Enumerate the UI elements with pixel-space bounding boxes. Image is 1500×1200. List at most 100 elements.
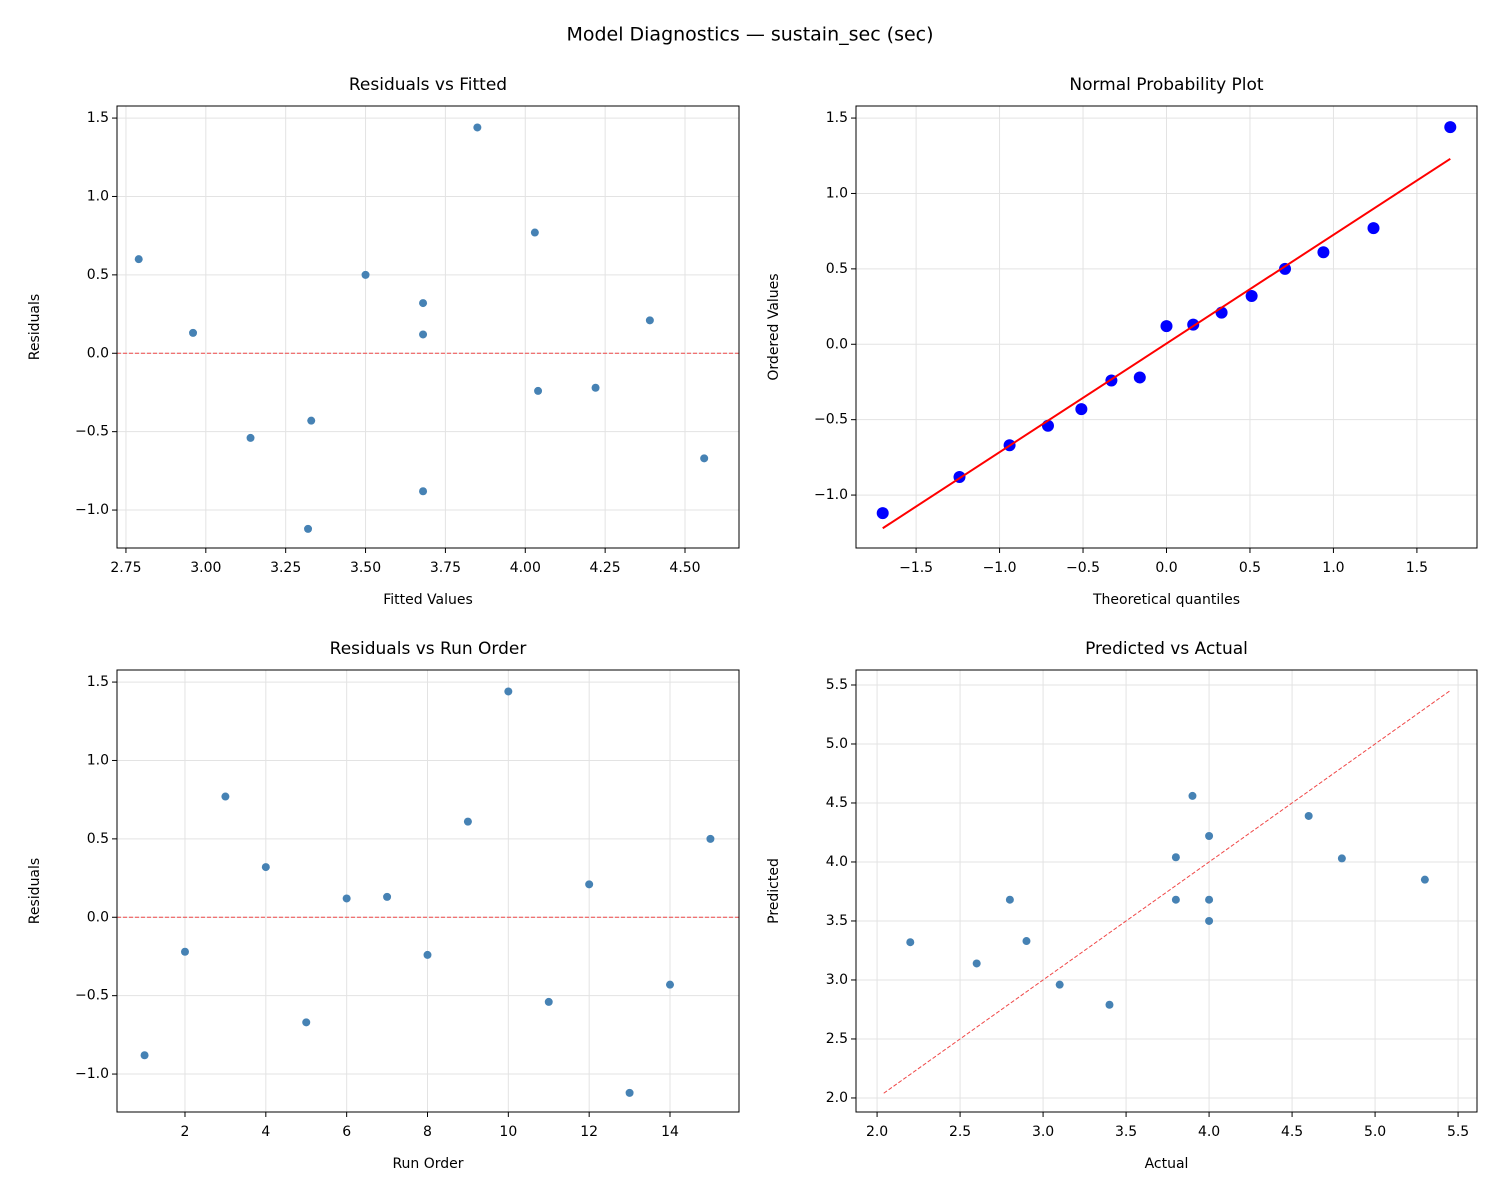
data-point xyxy=(666,980,675,989)
subplot-title: Predicted vs Actual xyxy=(1085,639,1248,659)
data-point xyxy=(383,892,392,901)
y-tick-label: −0.5 xyxy=(75,988,109,1004)
data-point xyxy=(140,1051,149,1060)
x-tick-label: 6 xyxy=(342,1124,351,1140)
y-tick-label: 3.5 xyxy=(826,913,848,929)
y-tick-label: 0.5 xyxy=(87,267,109,283)
data-point xyxy=(246,433,255,442)
x-axis-label: Fitted Values xyxy=(383,592,473,608)
x-axis-label: Actual xyxy=(1145,1156,1189,1172)
x-tick-label: 2.0 xyxy=(866,1124,888,1140)
x-tick-label: 8 xyxy=(423,1124,432,1140)
data-point xyxy=(1205,916,1214,925)
x-tick-label: 3.5 xyxy=(1115,1124,1137,1140)
x-axis-label: Run Order xyxy=(392,1156,463,1172)
x-tick-label: 3.0 xyxy=(1032,1124,1054,1140)
y-axis-label: Residuals xyxy=(27,294,43,360)
data-point xyxy=(1005,895,1014,904)
data-point xyxy=(591,383,600,392)
y-tick-label: 0.0 xyxy=(826,336,848,352)
y-axis-label: Predicted xyxy=(766,858,782,924)
subplot-title: Residuals vs Fitted xyxy=(349,75,507,95)
x-tick-label: −1.0 xyxy=(983,560,1017,576)
x-tick-label: 4.0 xyxy=(1198,1124,1220,1140)
data-point xyxy=(361,270,370,279)
subplot: Residuals vs Fitted Fitted Values Residual… xyxy=(27,75,740,608)
y-tick-label: 1.0 xyxy=(826,185,848,201)
x-tick-label: −0.5 xyxy=(1066,560,1100,576)
axes-frame xyxy=(855,105,1478,549)
data-point xyxy=(544,997,553,1006)
x-tick-label: 4 xyxy=(261,1124,270,1140)
subplot: Residuals vs Run Order Run Order Residuals… xyxy=(27,639,740,1172)
data-point xyxy=(419,330,428,339)
data-point xyxy=(419,299,428,308)
axes-frame xyxy=(116,669,740,1113)
y-tick-label: 3.0 xyxy=(826,972,848,988)
axes-frame xyxy=(116,105,740,549)
x-tick-label: 4.50 xyxy=(669,560,700,576)
x-tick-label: 5.5 xyxy=(1447,1124,1469,1140)
y-tick-label: −1.0 xyxy=(814,487,848,503)
data-point xyxy=(342,894,351,903)
y-axis-label: Ordered Values xyxy=(766,273,782,380)
y-tick-label: 0.5 xyxy=(826,261,848,277)
data-point xyxy=(419,487,428,496)
data-point xyxy=(1367,222,1380,235)
data-point xyxy=(1055,980,1064,989)
x-tick-label: 2.75 xyxy=(110,560,141,576)
reference-line xyxy=(882,157,1451,530)
data-point xyxy=(1171,853,1180,862)
data-point xyxy=(1304,811,1313,820)
y-tick-label: −0.5 xyxy=(75,424,109,440)
data-point xyxy=(463,817,472,826)
data-point xyxy=(1022,937,1031,946)
y-tick-label: −1.0 xyxy=(75,502,109,518)
y-tick-label: 0.0 xyxy=(87,345,109,361)
data-point xyxy=(134,255,143,264)
data-point xyxy=(180,947,189,956)
x-tick-label: 2 xyxy=(181,1124,190,1140)
x-tick-label: 0.0 xyxy=(1155,560,1177,576)
data-point xyxy=(700,454,709,463)
data-point xyxy=(1160,320,1173,333)
data-point xyxy=(876,507,889,520)
y-tick-label: 4.5 xyxy=(826,795,848,811)
data-point xyxy=(625,1088,634,1097)
x-tick-label: −1.5 xyxy=(899,560,933,576)
y-tick-label: −0.5 xyxy=(814,412,848,428)
figure-title: Model Diagnostics — sustain_sec (sec) xyxy=(566,24,933,46)
y-tick-label: 2.5 xyxy=(826,1031,848,1047)
data-point xyxy=(1205,895,1214,904)
data-point xyxy=(307,416,316,425)
data-point xyxy=(423,950,432,959)
x-tick-label: 10 xyxy=(499,1124,517,1140)
data-point xyxy=(1188,791,1197,800)
y-tick-label: 5.0 xyxy=(826,736,848,752)
y-tick-label: 0.0 xyxy=(87,909,109,925)
y-tick-label: 1.5 xyxy=(826,110,848,126)
data-point xyxy=(1245,290,1258,303)
subplot-title: Residuals vs Run Order xyxy=(330,639,527,659)
subplot-title: Normal Probability Plot xyxy=(1069,75,1264,95)
data-point xyxy=(534,386,543,395)
data-point xyxy=(302,1018,311,1027)
y-tick-label: 0.5 xyxy=(87,831,109,847)
data-point xyxy=(504,687,513,696)
data-point xyxy=(1133,371,1146,384)
x-tick-label: 3.00 xyxy=(190,560,221,576)
x-tick-label: 2.5 xyxy=(949,1124,971,1140)
data-point xyxy=(645,316,654,325)
x-tick-label: 3.25 xyxy=(270,560,301,576)
axes-frame xyxy=(855,669,1478,1113)
data-point xyxy=(261,863,270,872)
data-point xyxy=(221,792,230,801)
data-point xyxy=(1171,895,1180,904)
y-tick-label: 2.0 xyxy=(826,1090,848,1106)
y-tick-label: 1.5 xyxy=(87,110,109,126)
y-tick-label: 4.0 xyxy=(826,854,848,870)
data-point xyxy=(972,959,981,968)
x-tick-label: 4.5 xyxy=(1281,1124,1303,1140)
